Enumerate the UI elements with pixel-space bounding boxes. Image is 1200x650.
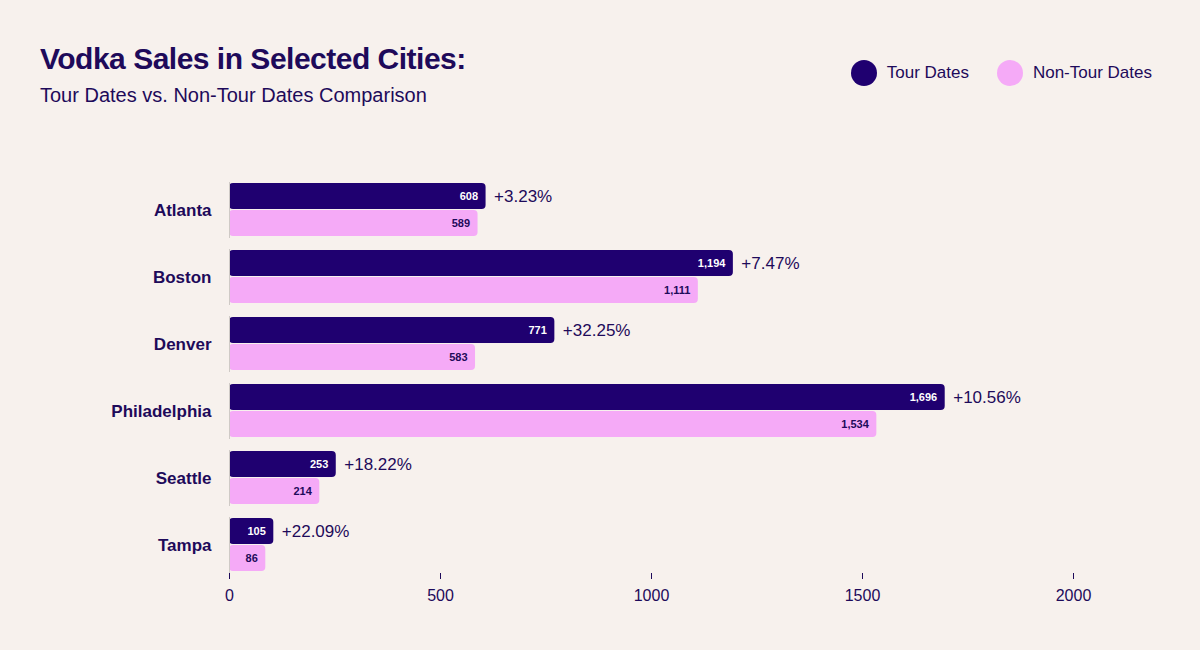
svg-text:1000: 1000 (634, 587, 670, 604)
svg-text:500: 500 (427, 587, 454, 604)
svg-text:Atlanta: Atlanta (154, 201, 212, 220)
svg-text:+10.56%: +10.56% (953, 388, 1021, 407)
svg-text:771: 771 (529, 324, 547, 336)
svg-text:1,111: 1,111 (664, 284, 690, 296)
svg-text:1,534: 1,534 (841, 418, 869, 430)
svg-text:+32.25%: +32.25% (563, 321, 631, 340)
svg-text:Philadelphia: Philadelphia (111, 402, 212, 421)
svg-text:+7.47%: +7.47% (741, 254, 799, 273)
svg-text:214: 214 (293, 485, 312, 497)
svg-text:1,194: 1,194 (698, 257, 726, 269)
svg-text:+18.22%: +18.22% (344, 455, 412, 474)
html-text:Tour Dates vs. Non-Tour Dates: Tour Dates vs. Non-Tour Dates Comparison (40, 84, 427, 106)
svg-text:86: 86 (246, 552, 258, 564)
svg-text:1500: 1500 (845, 587, 881, 604)
svg-text:608: 608 (460, 190, 478, 202)
html-text:Non-Tour Dates: Non-Tour Dates (1032, 63, 1152, 82)
svg-text:583: 583 (449, 351, 467, 363)
svg-text:0: 0 (225, 587, 234, 604)
svg-text:+22.09%: +22.09% (282, 522, 350, 541)
svg-text:Boston: Boston (153, 268, 212, 287)
svg-text:105: 105 (247, 525, 265, 537)
svg-text:253: 253 (310, 458, 328, 470)
svg-text:1,696: 1,696 (910, 391, 938, 403)
svg-text:Tampa: Tampa (158, 536, 212, 555)
svg-text:+3.23%: +3.23% (494, 187, 552, 206)
svg-text:2000: 2000 (1056, 587, 1092, 604)
svg-text:589: 589 (452, 217, 470, 229)
svg-text:Denver: Denver (154, 335, 212, 354)
svg-text:Seattle: Seattle (156, 469, 212, 488)
html-text:Tour Dates: Tour Dates (886, 63, 969, 82)
html-text:Vodka Sales in Selected Cities: Vodka Sales in Selected Cities: (40, 42, 466, 75)
